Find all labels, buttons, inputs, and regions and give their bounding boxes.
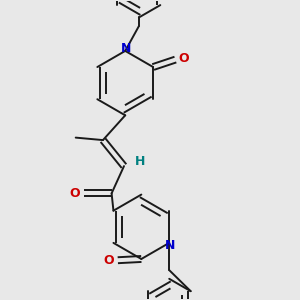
Text: N: N: [165, 239, 176, 252]
Text: N: N: [121, 42, 132, 56]
Text: O: O: [179, 52, 189, 65]
Text: H: H: [135, 154, 145, 168]
Text: O: O: [70, 187, 80, 200]
Text: O: O: [103, 254, 114, 267]
